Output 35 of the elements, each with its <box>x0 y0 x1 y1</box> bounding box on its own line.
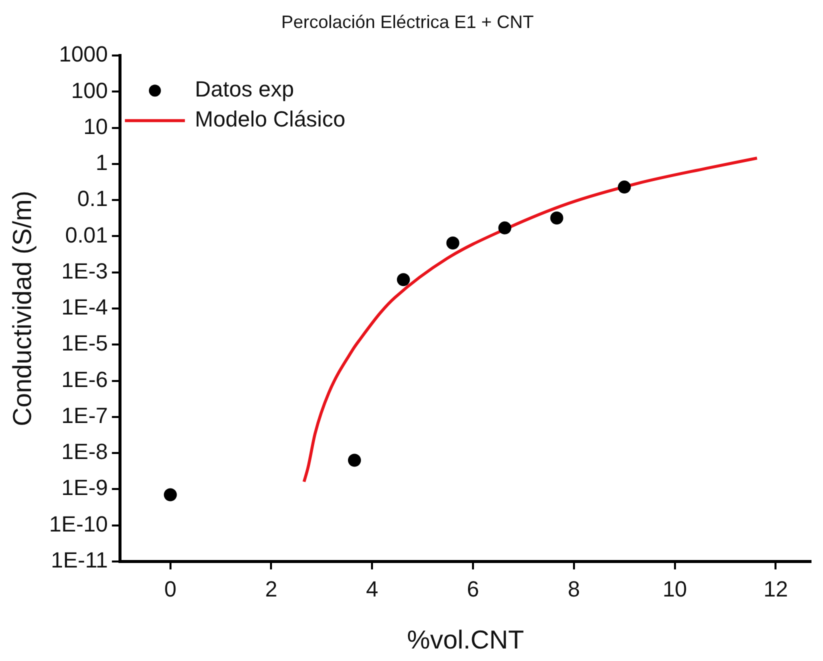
point <box>550 211 564 224</box>
point <box>498 221 512 234</box>
point <box>348 454 361 467</box>
point <box>164 488 177 502</box>
x-tick-label: 0 <box>164 576 176 602</box>
point <box>396 273 410 286</box>
x-tick-label: 2 <box>265 576 278 602</box>
y-tick-label: 100 <box>71 78 108 103</box>
y-tick-label: 1 <box>96 150 108 176</box>
line-series <box>302 156 759 484</box>
y-tick-label: 0.01 <box>65 222 108 248</box>
x-axis-title: %vol.CNT <box>406 624 524 655</box>
legend-label: Modelo Clásico <box>194 106 346 132</box>
y-tick-label: 1E-10 <box>49 511 108 536</box>
x-tick-label: 6 <box>466 576 480 602</box>
point <box>618 180 631 194</box>
y-tick-label: 1E-5 <box>61 330 108 356</box>
x-tick-label: 12 <box>763 576 788 602</box>
y-tick-label: 10 <box>83 114 108 139</box>
y-tick-label: 1E-4 <box>61 294 108 320</box>
chart-title: Percolación Eléctrica E1 + CNT <box>281 12 534 32</box>
y-tick-label: 1000 <box>58 42 108 67</box>
y-tick-label: 0.1 <box>77 186 108 212</box>
y-axis-title: Conductividad (S/m) <box>6 190 37 426</box>
y-tick-label: 1E-3 <box>61 258 108 284</box>
y-tick-label: 1E-6 <box>61 366 108 392</box>
x-tick-label: 10 <box>662 576 688 602</box>
x-tick-label: 8 <box>568 576 580 602</box>
x-tick-label: 4 <box>366 576 378 602</box>
y-tick-label: 1E-11 <box>50 547 108 572</box>
y-tick-label: 1E-9 <box>61 475 108 500</box>
y-tick-label: 1E-8 <box>61 439 108 464</box>
point <box>446 236 460 250</box>
y-tick-label: 1E-7 <box>61 402 108 428</box>
legend-label: Datos exp <box>194 76 294 102</box>
